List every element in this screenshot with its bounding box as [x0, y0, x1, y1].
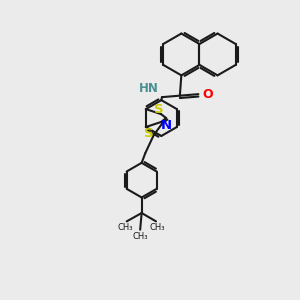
Text: S: S — [144, 128, 154, 140]
Text: CH₃: CH₃ — [150, 223, 165, 232]
Text: HN: HN — [139, 82, 159, 95]
Text: O: O — [202, 88, 213, 101]
Text: S: S — [154, 103, 164, 116]
Text: N: N — [161, 119, 172, 132]
Text: CH₃: CH₃ — [132, 232, 148, 241]
Text: CH₃: CH₃ — [118, 223, 133, 232]
